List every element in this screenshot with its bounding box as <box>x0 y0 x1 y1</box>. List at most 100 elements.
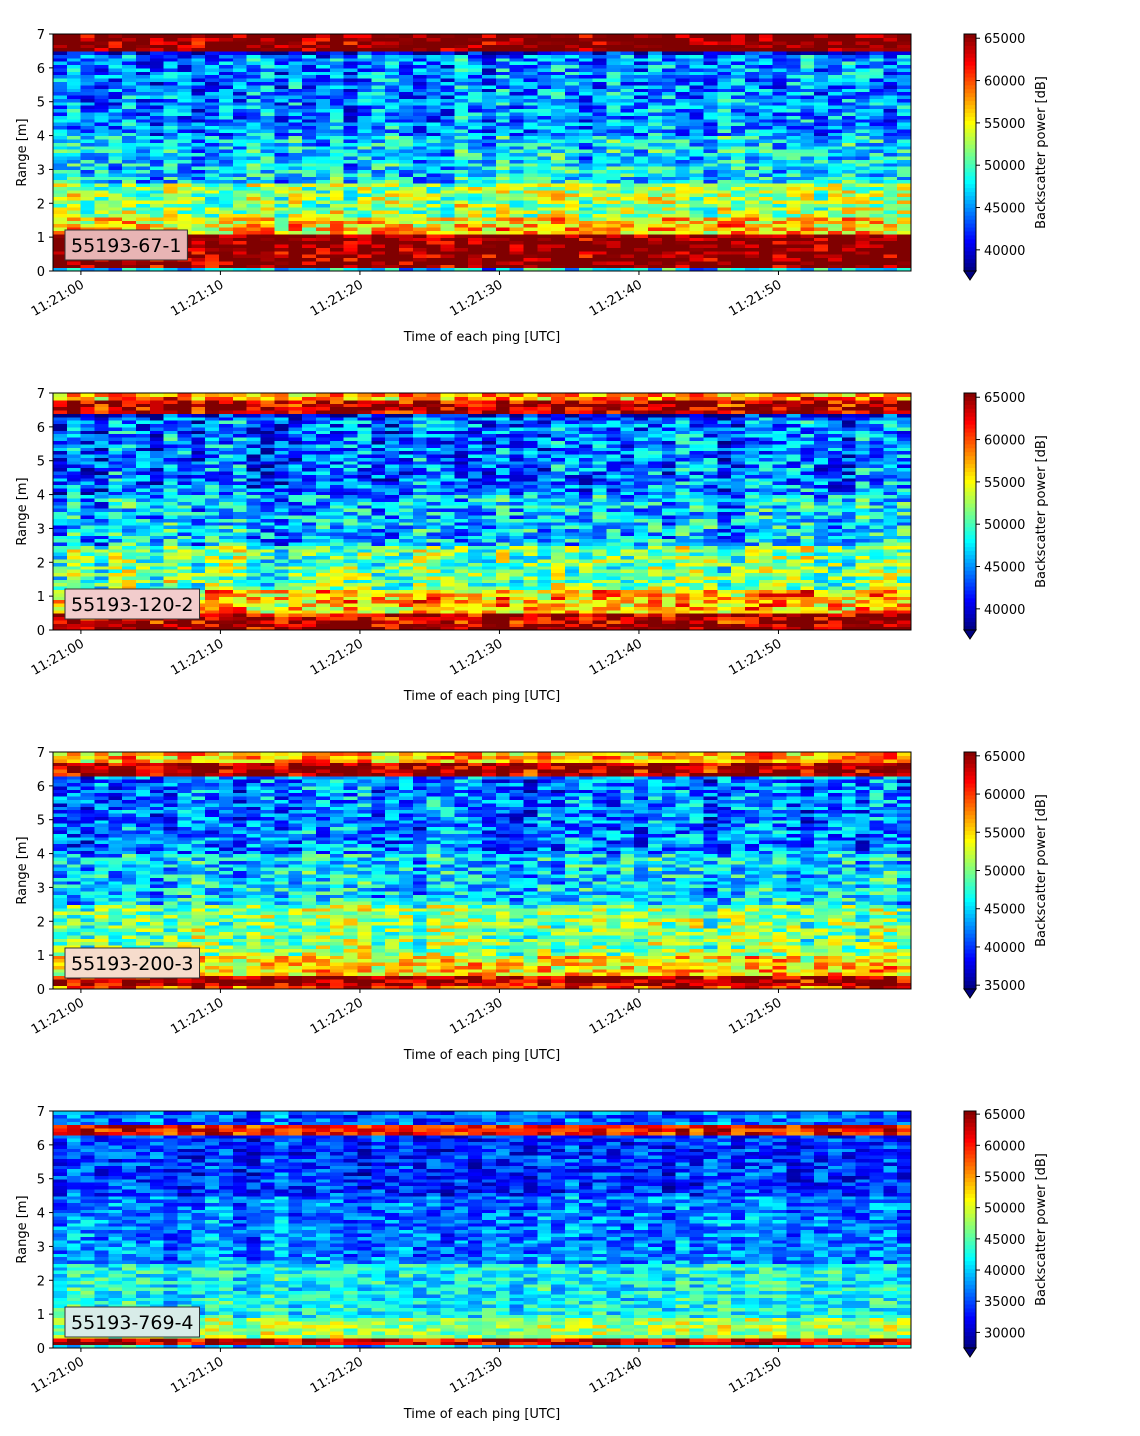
heatmap-cell <box>731 34 745 38</box>
colorbar-segment <box>964 77 976 82</box>
colorbar-segment <box>964 164 976 169</box>
colorbar-tick-label: 55000 <box>984 117 1025 132</box>
colorbar-segment <box>964 263 976 268</box>
echogram-panel-2: 0123456711:21:00 11:21:10 11:21:20 11:21:30… <box>15 387 1049 704</box>
colorbar-segment <box>964 105 976 110</box>
heatmap-cell <box>454 34 468 38</box>
colorbar-segment <box>964 149 976 154</box>
colorbar-segment <box>964 160 976 165</box>
y-axis-label: Range [m] <box>15 118 30 186</box>
heatmap-cell <box>164 34 178 38</box>
colorbar-tick-label: 65000 <box>984 32 1025 47</box>
x-tick-label: 11:21:00 <box>29 277 87 319</box>
heatmap-cell <box>607 34 621 38</box>
x-tick-label: 11:21:20 <box>308 277 366 319</box>
heatmap-cell <box>856 34 870 38</box>
heatmap-cell <box>869 34 883 38</box>
heatmap-cell <box>703 34 717 38</box>
heatmap-cell <box>496 34 510 38</box>
colorbar-segment <box>964 153 976 158</box>
heatmap-cell <box>385 34 399 38</box>
heatmap-cell <box>233 34 247 38</box>
colorbar-segment <box>964 141 976 146</box>
heatmap-cell <box>800 34 814 38</box>
colorbar-segment <box>964 85 976 90</box>
heatmap-cell <box>219 34 233 38</box>
colorbar-segment <box>964 216 976 221</box>
colorbar-segment <box>964 168 976 173</box>
colorbar-tick-label: 50000 <box>984 159 1025 174</box>
colorbar-segment <box>964 188 976 193</box>
colorbar-segment <box>964 220 976 225</box>
heatmap-cell <box>662 34 676 38</box>
heatmap-cell <box>427 34 441 38</box>
colorbar-segment <box>964 224 976 229</box>
heatmap-cell <box>136 393 150 397</box>
heatmap-cell <box>150 34 164 38</box>
y-tick-label: 3 <box>37 163 45 178</box>
colorbar-label: Backscatter power [dB] <box>1034 76 1049 229</box>
colorbar-segment <box>964 121 976 126</box>
colorbar-segment <box>964 212 976 217</box>
heatmap-cell <box>122 393 136 397</box>
heatmap-cell <box>579 34 593 38</box>
heatmap-cell <box>95 393 109 397</box>
colorbar-tick-label: 60000 <box>984 75 1025 90</box>
colorbar-tick-label: 45000 <box>984 202 1025 217</box>
heatmap-cell <box>745 34 759 38</box>
heatmap-cell <box>108 393 122 397</box>
heatmap-cell <box>717 34 731 38</box>
heatmap-cell <box>67 34 81 38</box>
colorbar-segment <box>964 70 976 75</box>
colorbar-segment <box>964 129 976 134</box>
colorbar-segment <box>964 192 976 197</box>
heatmap-cell <box>53 34 67 38</box>
colorbar-segment <box>964 184 976 189</box>
colorbar-extend-arrow <box>964 271 976 280</box>
y-tick-label: 1 <box>37 231 45 246</box>
colorbar-segment <box>964 81 976 86</box>
colorbar-segment <box>964 251 976 256</box>
colorbar-segment <box>964 156 976 161</box>
colorbar-segment <box>964 93 976 98</box>
heatmap-cell <box>413 34 427 38</box>
colorbar-segment <box>964 259 976 264</box>
heatmap-cell <box>247 34 261 38</box>
colorbar-segment <box>964 200 976 205</box>
sample-label: 55193-67-1 <box>71 235 181 257</box>
heatmap-cell <box>344 34 358 38</box>
heatmap-cell <box>108 34 122 38</box>
heatmap-cell <box>648 34 662 38</box>
heatmap-cell <box>191 34 205 38</box>
heatmap-cell <box>371 34 385 38</box>
x-tick-label: 11:21:40 <box>587 277 645 319</box>
colorbar: 40000 45000 50000 55000 60000 65000 Backscatte… <box>964 32 1049 280</box>
heatmap-cell <box>399 34 413 38</box>
colorbar-segment <box>964 235 976 240</box>
heatmap-cell <box>593 34 607 38</box>
colorbar-tick-label: 40000 <box>984 244 1025 259</box>
heatmap-cell <box>482 34 496 38</box>
colorbar-segment <box>964 196 976 201</box>
colorbar-segment <box>964 243 976 248</box>
heatmap-cell <box>261 34 275 38</box>
heatmap-cell <box>81 34 95 38</box>
colorbar-segment <box>964 62 976 67</box>
heatmap-cell <box>551 34 565 38</box>
heatmap-cell <box>524 34 538 38</box>
heatmap-cell <box>786 34 800 38</box>
heatmap-cell <box>620 34 634 38</box>
heatmap-cell <box>537 34 551 38</box>
y-tick-label: 4 <box>37 130 45 145</box>
heatmap-cell <box>274 34 288 38</box>
heatmap-cell <box>634 34 648 38</box>
colorbar-segment <box>964 74 976 79</box>
heatmap-cell <box>842 34 856 38</box>
heatmap-cell <box>302 34 316 38</box>
heatmap-cell <box>773 34 787 38</box>
colorbar-segment <box>964 247 976 252</box>
colorbar-segment <box>964 125 976 130</box>
colorbar-segment <box>964 255 976 260</box>
